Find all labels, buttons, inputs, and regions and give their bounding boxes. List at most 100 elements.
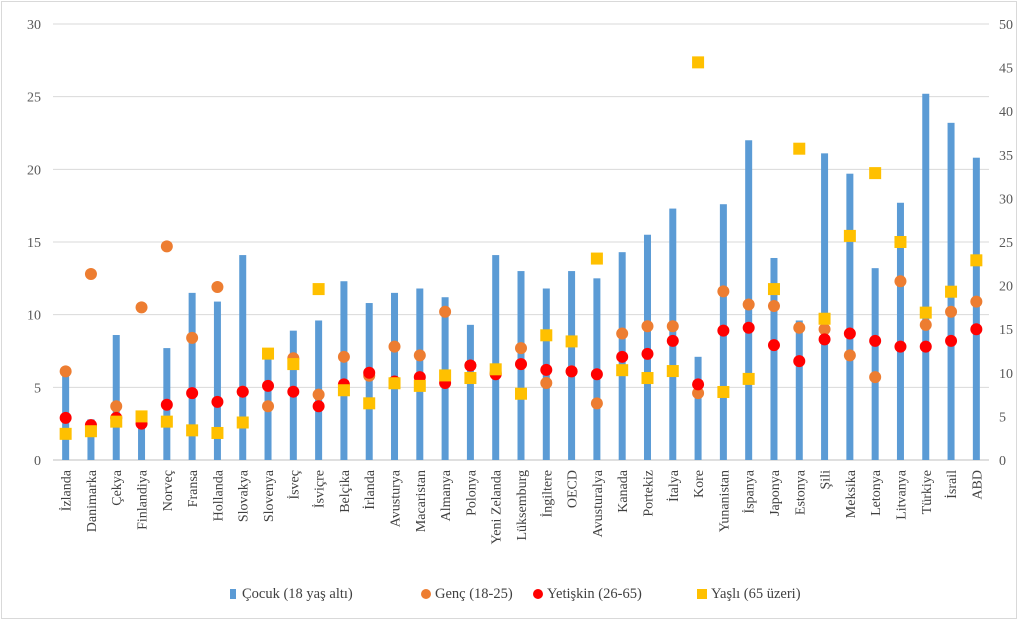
x-tick-label: İrlanda [362,469,378,509]
x-tick-label: Avusturalya [591,469,606,537]
y-tick-label: 10 [27,309,41,324]
bar [821,153,829,460]
point-square [135,410,148,423]
y2-tick-label: 40 [999,105,1013,120]
point-circle [413,349,426,362]
y-tick-label: 25 [27,91,41,106]
point-circle [616,350,629,363]
y2-tick-label: 45 [999,62,1013,77]
x-tick-label: İngiltere [539,470,555,517]
bar [340,281,348,460]
bar [871,268,879,460]
point-circle [692,378,705,391]
point-square [894,236,907,248]
point-square [970,254,983,267]
bar [694,356,702,460]
point-square [186,424,199,437]
x-tick-label: ABD [970,470,985,500]
point-square [515,387,527,400]
y-tick-label: 0 [34,454,41,469]
point-circle [970,323,983,336]
legend-swatch [230,589,236,599]
point-square [590,252,603,265]
x-tick-label: Belçika [338,469,353,513]
x-tick-label: Lüksemburg [515,470,530,541]
point-circle [211,395,224,408]
point-circle [135,301,148,314]
x-tick-label: Çekya [110,469,125,506]
bar [466,324,474,460]
point-square [565,335,578,348]
x-tick-label: Türkiye [920,470,935,514]
point-square [439,369,452,382]
point-circle [793,355,806,368]
point-circle [894,275,907,288]
bar [922,93,930,460]
x-tick-label: Slovakya [237,469,252,522]
point-circle [767,299,780,312]
y2-tick-label: 30 [999,192,1013,207]
point-circle [616,327,629,340]
bar [846,173,854,460]
x-tick-label: Finlandiya [136,469,151,530]
x-tick-label: Meksika [844,469,859,518]
point-circle [540,376,553,389]
x-tick-label: Almanya [439,469,454,521]
bar [138,420,146,460]
bar [213,301,221,460]
point-circle [641,320,654,333]
point-circle [464,359,477,372]
x-tick-label: İspanya [742,469,758,513]
x-tick-label: İsveç [286,470,302,500]
point-circle [818,333,831,346]
point-circle [110,400,123,413]
point-circle [869,371,882,384]
point-square [945,285,958,298]
point-square [160,415,173,428]
bar [188,292,196,460]
bar-series [62,93,980,461]
legend-label: Genç (18-25) [435,586,513,602]
x-tick-label: Fransa [186,469,201,507]
point-square [59,427,72,440]
bar [896,202,904,460]
bar [87,419,95,460]
legend-label: Yetişkin (26-65) [547,586,642,602]
point-circle [565,365,578,378]
bar [643,234,651,460]
point-square [692,56,705,69]
point-circle [59,365,72,378]
point-circle [945,305,958,318]
point-circle [919,340,932,353]
point-circle [439,305,452,318]
point-square [818,312,831,325]
bar [972,157,980,460]
point-circle [262,400,275,413]
point-circle [818,323,831,336]
y-axis-left: 0 5 10 15 20 25 30 [27,18,41,469]
point-circle [312,400,325,413]
point-circle [160,398,173,411]
x-tick-label: Litvanya [894,469,909,520]
point-circle [590,397,603,410]
y2-tick-label: 50 [999,18,1013,33]
y-axis-right: 0 5 10 15 20 25 30 35 40 45 50 [999,18,1013,469]
y-tick-label: 15 [27,236,41,251]
point-square [616,364,629,377]
y-tick-label: 5 [34,381,41,396]
y2-tick-label: 20 [999,280,1013,295]
point-square [742,372,755,385]
legend-swatch [533,589,543,599]
point-circle [742,321,755,334]
x-tick-label: İsrail [944,470,960,499]
x-tick-label: Kore [692,470,707,498]
point-circle [590,368,603,381]
y-tick-label: 30 [27,18,41,33]
legend-swatch [697,589,707,599]
bar [795,320,803,460]
point-circle [945,334,958,347]
point-circle [843,349,856,362]
point-circle [236,385,249,398]
x-tick-label: Estonya [793,469,808,515]
